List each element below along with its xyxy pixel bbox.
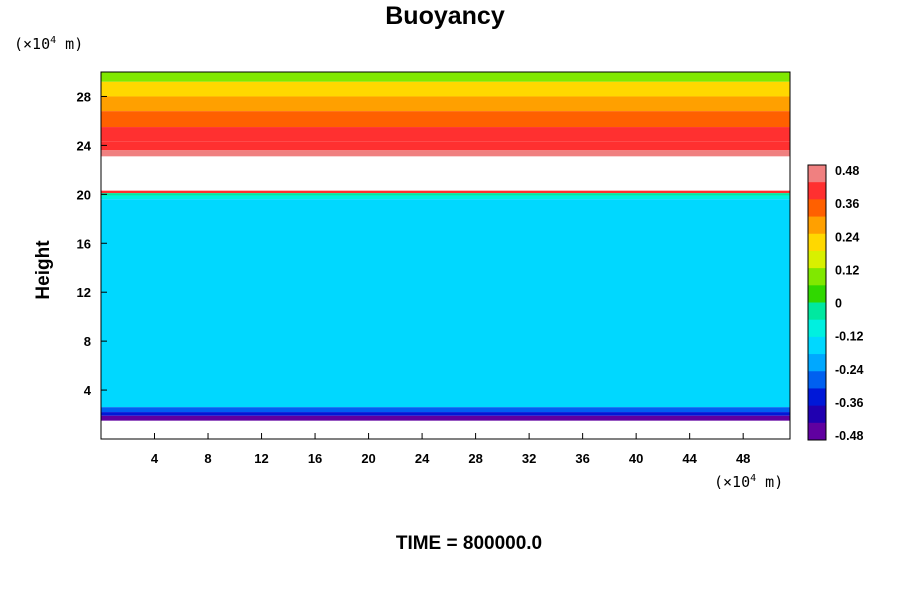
colorbar-segment	[808, 388, 826, 407]
heatmap-layer	[101, 156, 790, 191]
heatmap-layer	[101, 72, 790, 82]
colorbar-segment	[808, 319, 826, 338]
x-tick-label: 48	[736, 451, 750, 466]
y-axis-unit-exponent: 4	[50, 35, 56, 46]
x-tick-label: 28	[468, 451, 482, 466]
heatmap-layer	[101, 141, 790, 151]
y-tick-label: 24	[77, 138, 92, 153]
heatmap-layer	[101, 81, 790, 97]
x-axis-unit-suffix: m)	[756, 473, 783, 491]
heatmap-layer	[101, 415, 790, 421]
colorbar-segment	[808, 233, 826, 252]
colorbar-label: 0.12	[835, 263, 859, 277]
colorbar-label: 0	[835, 297, 842, 311]
heatmap-layer	[101, 412, 790, 416]
chart-title: Buoyancy	[385, 2, 505, 30]
colorbar-label: -0.48	[835, 429, 864, 443]
colorbar-label: 0.24	[835, 230, 859, 244]
colorbar-segment	[808, 405, 826, 424]
colorbar-segment	[808, 354, 826, 372]
colorbar-segment	[808, 371, 826, 389]
x-tick-label: 40	[629, 451, 643, 466]
y-axis-label: Height	[33, 240, 54, 300]
x-axis-unit: (×104 m)	[714, 473, 783, 491]
colorbar-segment	[808, 336, 826, 355]
heatmap-layer	[101, 407, 790, 413]
colorbar-label: -0.36	[835, 396, 864, 410]
colorbar-label: 0.48	[835, 164, 859, 178]
colorbar-frame	[807, 164, 827, 441]
heatmap-layer	[101, 195, 790, 200]
x-tick-label: 16	[308, 451, 322, 466]
x-tick-label: 44	[682, 451, 697, 466]
x-tick-label: 32	[522, 451, 536, 466]
y-axis-unit: (×104 m)	[14, 35, 83, 53]
colorbar-segment	[808, 268, 826, 286]
colorbar-segment	[808, 182, 826, 200]
heatmap-layer	[101, 96, 790, 112]
colorbar-segment	[808, 250, 826, 269]
colorbar-segment	[808, 302, 826, 321]
x-tick-label: 8	[204, 451, 211, 466]
y-tick-label: 16	[77, 236, 91, 251]
x-tick-label: 36	[575, 451, 589, 466]
y-tick-label: 28	[77, 89, 91, 104]
heatmap-layers	[101, 72, 790, 421]
heatmap-layer	[101, 190, 790, 194]
x-tick-label: 12	[254, 451, 268, 466]
heatmap-layer	[101, 127, 790, 142]
colorbar: 0.48 0.36 0.24 0.12 0 -0.12 -0.24 -0.36 -0.48	[807, 164, 864, 443]
y-tick-label: 20	[77, 187, 91, 202]
plot-frame	[100, 71, 791, 440]
colorbar-segment	[808, 216, 826, 235]
heatmap-layer	[101, 150, 790, 157]
time-label: TIME = 800000.0	[396, 533, 542, 554]
colorbar-segment	[808, 285, 826, 303]
y-tick-label: 4	[84, 383, 92, 398]
y-axis-unit-prefix: (×10	[14, 35, 50, 53]
colorbar-segment	[808, 199, 826, 218]
y-tick-label: 12	[77, 285, 91, 300]
x-axis-unit-exponent: 4	[750, 473, 756, 484]
colorbar-label: -0.24	[835, 363, 864, 377]
y-axis-unit-suffix: m)	[56, 35, 83, 53]
colorbar-segment	[808, 422, 826, 441]
heatmap-layer	[101, 111, 790, 128]
colorbar-segment	[808, 165, 826, 183]
x-tick-label: 4	[151, 451, 159, 466]
x-tick-label: 20	[361, 451, 375, 466]
heatmap-layer	[101, 193, 790, 196]
y-tick-label: 8	[84, 334, 91, 349]
colorbar-label: -0.12	[835, 330, 864, 344]
heatmap-layer	[101, 199, 790, 408]
colorbar-label: 0.36	[835, 197, 859, 211]
x-axis-unit-prefix: (×10	[714, 473, 750, 491]
x-tick-label: 24	[415, 451, 430, 466]
